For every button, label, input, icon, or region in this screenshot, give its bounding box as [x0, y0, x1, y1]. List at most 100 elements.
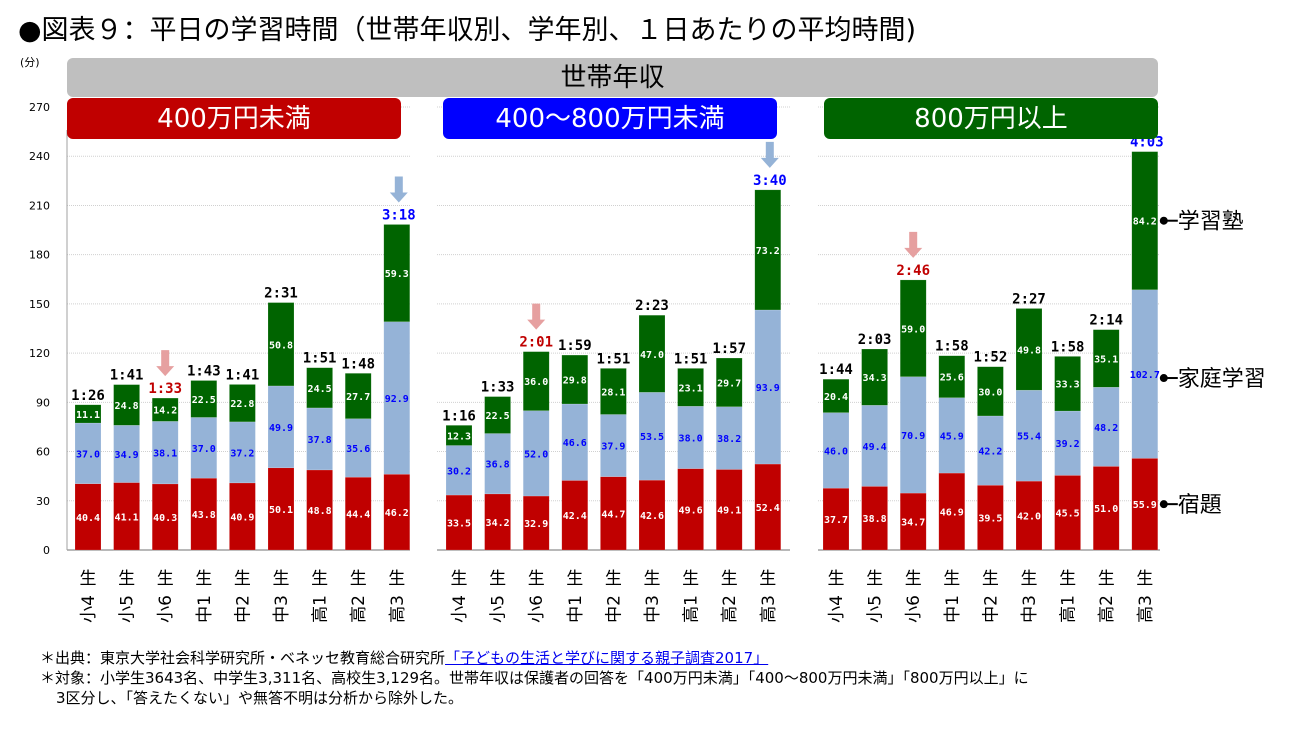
- total-time-label: 2:03: [858, 332, 892, 348]
- data-label: 49.8: [1017, 345, 1041, 356]
- bar-segment-homework: [977, 484, 1004, 551]
- bar-segment-cram-school: [306, 367, 333, 409]
- bar-segment-homework: [522, 495, 550, 551]
- category-label-suffix: 生: [1098, 569, 1115, 589]
- data-label: 59.0: [901, 324, 925, 335]
- bar-segment-homework: [445, 494, 473, 551]
- bar-segment-home-study: [600, 414, 627, 477]
- category-label: 高3: [759, 595, 779, 623]
- data-label: 102.7: [1130, 370, 1160, 381]
- total-time-label: 1:44: [819, 362, 853, 378]
- data-label: 53.5: [640, 432, 664, 443]
- total-time-label: 2:14: [1089, 313, 1123, 329]
- data-label: 34.2: [486, 518, 510, 529]
- bar-segment-cram-school: [113, 384, 140, 426]
- total-time-label: 1:33: [148, 381, 182, 397]
- legend-label: 家庭学習: [1178, 367, 1266, 392]
- bar-segment-homework: [715, 469, 743, 551]
- data-label: 40.3: [153, 513, 177, 524]
- bar-segment-home-study: [267, 385, 295, 469]
- data-label: 70.9: [901, 431, 925, 442]
- down-arrow-icon: [389, 176, 408, 203]
- category-label-suffix: 生: [157, 569, 174, 589]
- data-label: 39.2: [1056, 439, 1080, 450]
- y-tick-label: 120: [29, 347, 50, 360]
- bar-segment-cram-school: [383, 224, 411, 323]
- y-tick-label: 210: [29, 199, 50, 212]
- bar-segment-home-study: [229, 421, 256, 484]
- bar-segment-homework: [899, 492, 927, 551]
- data-label: 44.4: [346, 510, 370, 521]
- bar-segment-cram-school: [1131, 151, 1159, 291]
- total-time-label: 3:40: [753, 173, 787, 189]
- stacked-bar-chart: 0 30 60 90 120 150 180 210 240 270 40.4 37.0 11.1 1:2…: [29, 101, 1266, 623]
- legend-label: 学習塾: [1178, 210, 1244, 235]
- bar-segment-cram-school: [190, 380, 218, 418]
- category-label-suffix: 生: [273, 569, 290, 589]
- source-link[interactable]: 「子どもの生活と学びに関する親子調査2017」: [445, 649, 769, 667]
- data-label: 42.4: [563, 511, 587, 522]
- bar-segment-home-study: [561, 403, 589, 481]
- category-label-suffix: 生: [943, 569, 960, 589]
- data-label: 59.3: [385, 269, 409, 280]
- category-label: 小5: [866, 595, 886, 623]
- bar-segment-home-study: [1015, 389, 1043, 482]
- bar-segment-cram-school: [151, 397, 179, 422]
- data-label: 49.9: [269, 423, 293, 434]
- total-time-label: 2:01: [519, 335, 553, 351]
- y-tick-label: 90: [36, 396, 50, 409]
- data-label: 46.6: [563, 438, 587, 449]
- y-tick-label: 180: [29, 249, 50, 262]
- bar-segment-cram-school: [938, 355, 966, 398]
- legend-label: 宿題: [1178, 493, 1222, 518]
- category-label-suffix: 生: [905, 569, 922, 589]
- data-label: 30.0: [978, 387, 1002, 398]
- total-time-label: 1:33: [481, 380, 515, 396]
- data-label: 22.5: [486, 411, 510, 422]
- data-label: 38.0: [679, 433, 703, 444]
- category-label-suffix: 生: [118, 569, 135, 589]
- figure-title: ●図表９：平日の学習時間（世帯年収別、学年別、１日あたりの平均時間): [18, 15, 917, 46]
- category-label: 小5: [118, 595, 138, 623]
- category-label: 高1: [311, 595, 331, 623]
- category-label: 高3: [388, 595, 408, 623]
- data-label: 27.7: [346, 392, 370, 403]
- bar-segment-home-study: [344, 418, 372, 478]
- data-label: 45.5: [1056, 509, 1080, 520]
- category-label: 小5: [489, 595, 509, 623]
- bar-segment-cram-school: [715, 357, 743, 408]
- data-label: 46.9: [940, 508, 964, 519]
- bar-segment-homework: [113, 482, 140, 551]
- bar-segment-cram-school: [344, 373, 372, 419]
- total-time-label: 2:23: [635, 298, 669, 314]
- category-label-suffix: 生: [1021, 569, 1038, 589]
- data-label: 37.9: [601, 442, 625, 453]
- bar-segment-homework: [938, 472, 966, 551]
- bar-segment-home-study: [754, 309, 782, 465]
- data-label: 22.8: [230, 399, 254, 410]
- category-label: 中1: [195, 595, 215, 623]
- y-tick-label: 150: [29, 298, 50, 311]
- category-label-suffix: 生: [1136, 569, 1153, 589]
- category-label: 中3: [643, 595, 663, 623]
- data-label: 55.4: [1017, 432, 1041, 443]
- category-label: 高2: [720, 595, 740, 623]
- notes: ＊出典：東京大学社会科学研究所・ベネッセ教育総合研究所「子どもの生活と学びに関す…: [40, 648, 1029, 708]
- y-tick-label: 0: [43, 544, 50, 557]
- bar-segment-homework: [600, 476, 627, 551]
- data-label: 49.4: [863, 442, 887, 453]
- bar-segment-cram-school: [1092, 329, 1120, 388]
- y-tick-label: 270: [29, 101, 50, 114]
- target-note: ＊対象：小学生3643名、中学生3,311名、高校生3,129名。世帯年収は保護…: [40, 669, 1029, 687]
- bar-segment-homework: [1015, 480, 1043, 551]
- data-label: 48.2: [1094, 423, 1118, 434]
- data-label: 30.2: [447, 466, 471, 477]
- bar-segment-home-study: [151, 421, 179, 485]
- data-label: 11.1: [76, 410, 100, 421]
- data-label: 37.8: [308, 435, 332, 446]
- category-label: 中3: [272, 595, 292, 623]
- total-time-label: 1:58: [935, 339, 969, 355]
- total-time-label: 1:26: [71, 388, 105, 404]
- bar-segment-cram-school: [445, 425, 473, 446]
- bar-segment-homework: [306, 469, 333, 551]
